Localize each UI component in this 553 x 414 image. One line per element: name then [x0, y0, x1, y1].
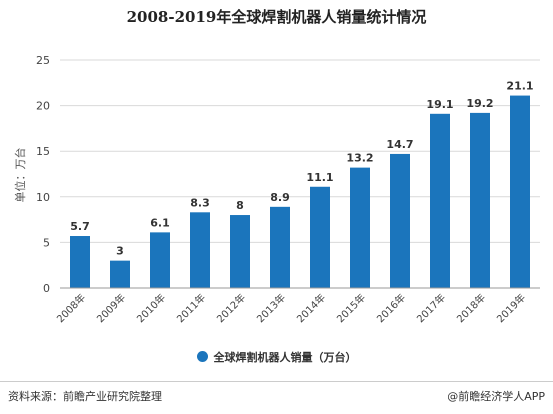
x-tick-label: 2017年	[414, 291, 448, 325]
bar	[350, 167, 370, 288]
bar	[110, 260, 130, 288]
x-tick-label: 2019年	[494, 291, 528, 325]
data-label: 13.2	[346, 152, 373, 165]
y-axis-ticks: 0 5 10 15 20 25	[36, 54, 50, 295]
bar	[190, 212, 210, 288]
y-tick-label: 5	[43, 236, 50, 249]
data-label: 19.2	[466, 97, 493, 110]
bar	[310, 186, 330, 288]
data-label: 3	[116, 245, 124, 258]
data-label: 14.7	[386, 138, 413, 151]
data-label: 6.1	[150, 216, 170, 229]
bar	[470, 112, 490, 288]
x-axis-ticks: 2008年 2009年 2010年 2011年 2012年 2013年 2014年 2015年…	[54, 291, 528, 325]
x-tick-label: 2011年	[174, 291, 208, 325]
bar	[390, 153, 410, 288]
y-tick-label: 0	[43, 282, 50, 295]
source-note: 资料来源：前瞻产业研究院整理	[8, 390, 162, 403]
y-tick-label: 10	[36, 191, 50, 204]
x-tick-label: 2018年	[454, 291, 488, 325]
chart-title: 2008-2019年全球焊割机器人销量统计情况	[126, 8, 427, 26]
y-tick-label: 15	[36, 145, 50, 158]
bar	[430, 113, 450, 288]
y-tick-label: 20	[36, 100, 50, 113]
bar	[270, 206, 290, 288]
legend-label: 全球焊割机器人销量（万台）	[213, 351, 357, 364]
y-tick-label: 25	[36, 54, 50, 67]
bar	[510, 95, 530, 289]
data-label: 8.9	[270, 191, 290, 204]
data-label: 21.1	[506, 80, 533, 93]
data-label: 8.3	[190, 196, 210, 209]
legend-marker	[196, 351, 208, 362]
legend: 全球焊割机器人销量（万台）	[0, 349, 553, 365]
x-tick-label: 2014年	[294, 291, 328, 325]
footer-divider	[0, 381, 553, 382]
x-tick-label: 2016年	[374, 291, 408, 325]
bars	[70, 95, 530, 289]
bar	[150, 232, 170, 288]
data-label: 19.1	[426, 98, 453, 111]
data-label: 5.7	[70, 220, 90, 233]
bar-chart: 0 5 10 15 20 25 5.7 3 6.1 8.3 8 8.9 11.1 13.2 14.7 19.…	[13, 54, 540, 325]
x-tick-label: 2013年	[254, 291, 288, 325]
x-tick-label: 2010年	[134, 291, 168, 325]
data-labels: 5.7 3 6.1 8.3 8 8.9 11.1 13.2 14.7 19.1 19.2 21.1	[70, 80, 533, 258]
x-tick-label: 2012年	[214, 291, 248, 325]
x-tick-label: 2008年	[54, 291, 88, 325]
bar	[70, 236, 90, 288]
x-tick-label: 2009年	[94, 291, 128, 325]
gridlines	[60, 59, 540, 243]
credit-note: @前瞻经济学人APP	[447, 390, 545, 403]
data-label: 11.1	[306, 171, 333, 184]
bar	[230, 215, 250, 288]
x-tick-label: 2015年	[334, 291, 368, 325]
y-axis-label: 单位：万台	[13, 148, 27, 203]
data-label: 8	[236, 199, 244, 212]
